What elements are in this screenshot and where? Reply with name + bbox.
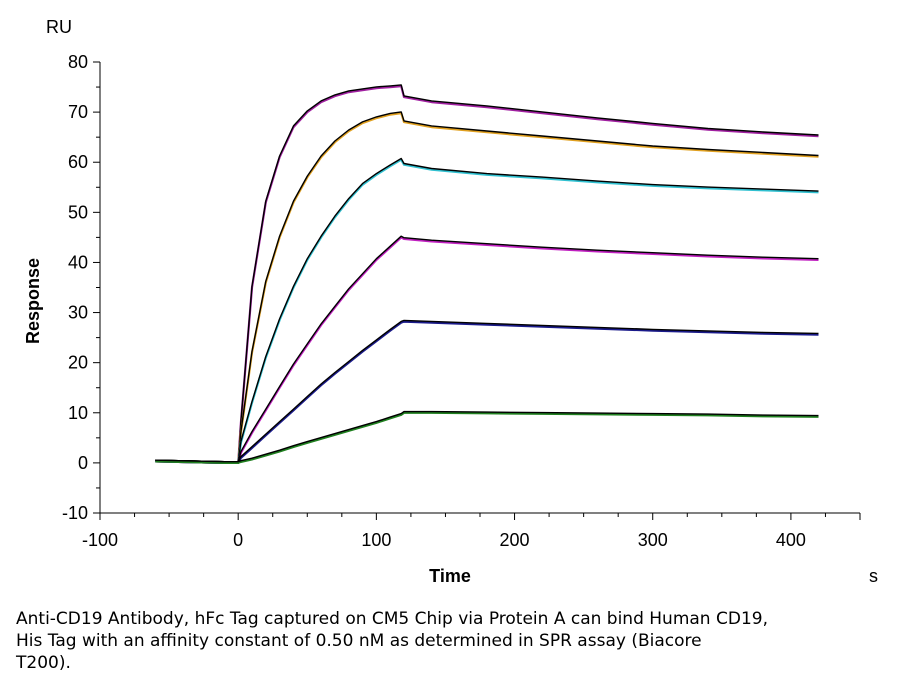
- sensorgram-2: [155, 111, 819, 464]
- fit-curve-3: [155, 157, 819, 463]
- x-tick-label: 100: [361, 530, 391, 550]
- y-tick-label: 10: [68, 403, 88, 423]
- sensorgram-5: [155, 320, 819, 464]
- y-tick-label: 40: [68, 252, 88, 272]
- y-axis-ticks: -10 0 10 20 30 40 50 60 70 80: [62, 52, 100, 523]
- x-axis-ticks: -100 0 100 200 300 400: [82, 513, 861, 550]
- x-unit-label: s: [869, 566, 878, 586]
- y-tick-label: 80: [68, 52, 88, 72]
- x-axis-title: Time: [429, 566, 471, 586]
- x-tick-label: 400: [776, 530, 806, 550]
- x-tick-label: 0: [233, 530, 243, 550]
- y-tick-label: 30: [68, 303, 88, 323]
- series-layer: [155, 84, 819, 464]
- caption-line-3: T200).: [16, 653, 71, 673]
- y-tick-label: 60: [68, 152, 88, 172]
- y-tick-label: 50: [68, 202, 88, 222]
- y-tick-label: 0: [78, 453, 88, 473]
- y-tick-label: -10: [62, 503, 88, 523]
- fit-curve-4: [155, 235, 819, 463]
- y-tick-label: 20: [68, 353, 88, 373]
- sensorgram-3: [155, 158, 819, 464]
- x-tick-label: -100: [82, 530, 118, 550]
- fit-curve-2: [155, 111, 819, 463]
- figure-caption: Anti-CD19 Antibody, hFc Tag captured on …: [16, 608, 856, 674]
- y-axis-title: Response: [23, 258, 43, 344]
- caption-line-1: Anti-CD19 Antibody, hFc Tag captured on …: [16, 609, 768, 629]
- sensorgram-1: [155, 84, 819, 464]
- caption-line-2: His Tag with an affinity constant of 0.5…: [16, 631, 702, 651]
- fit-curve-1: [155, 84, 819, 463]
- x-tick-label: 300: [638, 530, 668, 550]
- fit-curve-6: [155, 410, 819, 463]
- fit-curve-5: [155, 319, 819, 463]
- x-tick-label: 200: [500, 530, 530, 550]
- y-tick-label: 70: [68, 102, 88, 122]
- y-unit-label: RU: [46, 17, 72, 37]
- sensorgram-6: [155, 411, 819, 464]
